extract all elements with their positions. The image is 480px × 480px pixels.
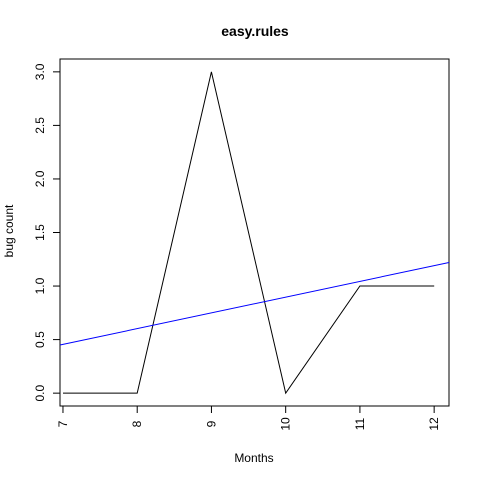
x-axis: 7 8 9 10 11 12	[56, 405, 441, 431]
series-layer	[59, 71, 450, 395]
chart-title: easy.rules	[221, 23, 289, 39]
y-tick-label: 1.5	[33, 224, 47, 241]
x-tick-label: 12	[427, 417, 441, 431]
y-tick-label: 0.5	[33, 331, 47, 348]
y-axis-label: bug count	[2, 204, 16, 257]
y-tick-label: 2.0	[33, 170, 47, 187]
x-tick-label: 9	[204, 420, 218, 427]
y-tick-label: 3.0	[33, 63, 47, 80]
y-axis: 0.0 0.5 1.0 1.5 2.0 2.5 3.0	[33, 63, 61, 401]
x-tick-label: 7	[56, 420, 70, 427]
trend-line	[59, 262, 450, 346]
x-tick-label: 11	[353, 417, 367, 430]
x-tick-label: 8	[130, 420, 144, 427]
y-tick-label: 2.5	[33, 117, 47, 134]
x-tick-label: 10	[279, 417, 293, 431]
y-tick-label: 0.0	[33, 384, 47, 401]
plot-frame	[59, 58, 450, 407]
y-tick-label: 1.0	[33, 277, 47, 294]
x-axis-label: Months	[234, 451, 273, 465]
series-line	[63, 71, 435, 395]
